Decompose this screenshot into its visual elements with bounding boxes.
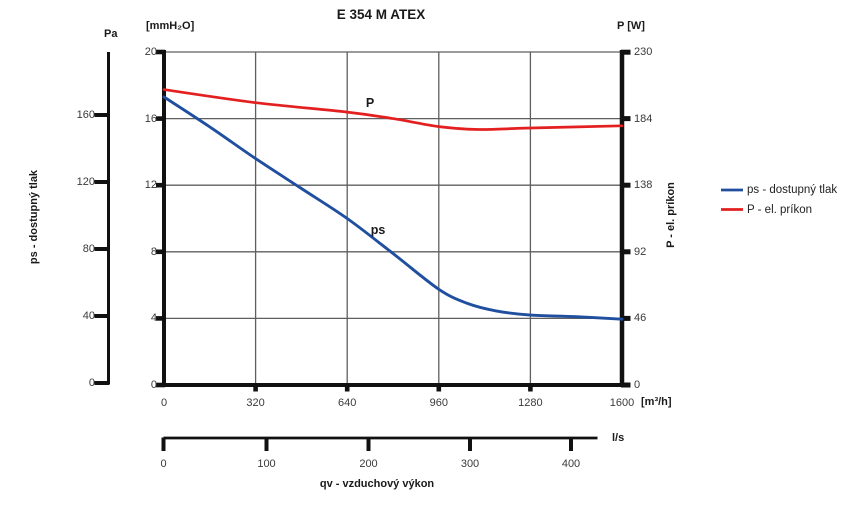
mmh2o-unit-label: [mmH₂O] bbox=[146, 20, 195, 32]
ls-tick-label: 400 bbox=[561, 458, 581, 470]
vertical-gridlines bbox=[254, 52, 532, 385]
p-curve bbox=[162, 88, 624, 131]
mmh2o-tick-label: 16 bbox=[144, 112, 157, 125]
ls-tick-label: 300 bbox=[460, 458, 480, 470]
pa-tick-label: 40 bbox=[82, 310, 95, 322]
ps-curve bbox=[162, 95, 624, 321]
m3h-tick-label: 1600 bbox=[609, 397, 635, 409]
watt-tick-label: 138 bbox=[634, 179, 653, 192]
mmh2o-tick-label: 4 bbox=[150, 312, 157, 325]
ls-tick-label: 100 bbox=[257, 458, 276, 470]
watt-tick-label: 46 bbox=[634, 312, 647, 325]
watt-tick-label: 184 bbox=[634, 112, 653, 125]
plot-axes bbox=[156, 49, 631, 392]
pa-tick-label: 80 bbox=[82, 243, 95, 255]
ls-tick-label: 0 bbox=[160, 458, 167, 470]
pa-tick-label: 160 bbox=[76, 109, 95, 121]
pa-ruler-axis bbox=[94, 52, 110, 385]
horizontal-gridlines bbox=[164, 51, 622, 320]
m3h-tick-label: 960 bbox=[429, 397, 448, 409]
mmh2o-tick-label: 0 bbox=[150, 379, 157, 391]
y-right-axis-title: P - el. príkon bbox=[665, 182, 677, 248]
y-left-axis-title: ps - dostupný tlak bbox=[28, 169, 40, 265]
ls-unit-label: l/s bbox=[612, 432, 625, 444]
pa-unit-label: Pa bbox=[104, 28, 118, 40]
pa-tick-label: 120 bbox=[76, 176, 95, 188]
m3h-tick-label: 320 bbox=[246, 397, 265, 409]
watt-tick-label: 92 bbox=[634, 245, 647, 258]
m3h-unit-label: [m³/h] bbox=[641, 396, 672, 408]
mmh2o-tick-label: 8 bbox=[150, 245, 157, 258]
m3h-tick-label: 640 bbox=[338, 397, 357, 409]
chart-title: E 354 M ATEX bbox=[336, 7, 426, 22]
pa-tick-label: 0 bbox=[88, 377, 95, 389]
watt-tick-label: 0 bbox=[634, 379, 641, 391]
watt-tick-label: 230 bbox=[634, 46, 653, 58]
p-curve-label: P bbox=[365, 96, 375, 110]
legend-item-ps: ps - dostupný tlak bbox=[747, 184, 838, 196]
m3h-tick-label: 1280 bbox=[518, 397, 543, 409]
ls-ruler-axis bbox=[161, 436, 598, 451]
ps-curve-label: ps bbox=[370, 223, 386, 237]
legend-item-p: P - el. príkon bbox=[747, 203, 812, 216]
watt-unit-label: P [W] bbox=[617, 20, 645, 32]
mmh2o-tick-label: 20 bbox=[144, 46, 157, 58]
mmh2o-tick-label: 12 bbox=[144, 179, 157, 192]
ls-tick-label: 200 bbox=[359, 458, 378, 470]
m3h-tick-label: 0 bbox=[160, 397, 168, 409]
x-axis-title: qv - vzduchový výkon bbox=[319, 478, 435, 490]
